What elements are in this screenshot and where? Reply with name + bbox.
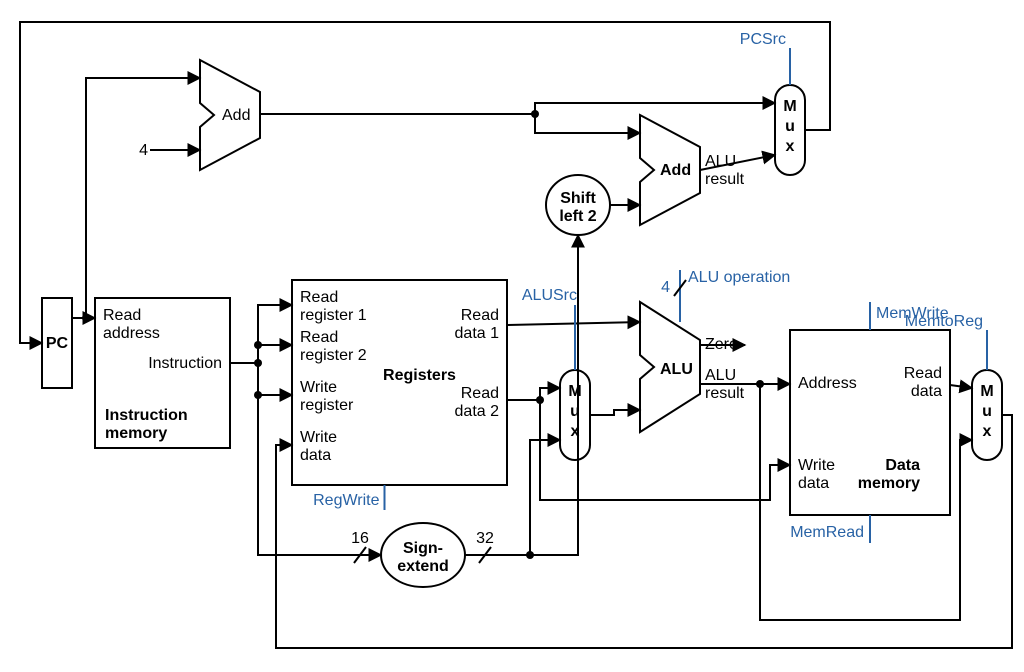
label: ALUresult (705, 153, 745, 188)
w-add1-add2 (535, 114, 640, 133)
add1-label: Add (222, 107, 250, 124)
w-inst-rr2 (258, 345, 292, 363)
svg-text:x: x (983, 423, 992, 440)
svg-text:x: x (786, 138, 795, 155)
w-mux1-alu (590, 410, 640, 415)
pc-label: PC (46, 335, 69, 352)
label: Instruction (148, 355, 222, 372)
w-dm-mux3 (950, 385, 972, 388)
label: 16 (351, 530, 369, 547)
svg-text:M: M (783, 98, 796, 115)
label: 4 (139, 142, 148, 159)
w-rd1-alu (507, 322, 640, 325)
lbl-aluop: ALU operation (688, 269, 790, 286)
svg-text:M: M (980, 383, 993, 400)
rf-title: Registers (383, 367, 456, 384)
label: 32 (476, 530, 494, 547)
alu-label: ALU (660, 361, 693, 378)
lbl-memread: MemRead (790, 524, 864, 541)
lbl-pcsrc: PCSrc (740, 31, 786, 48)
lbl-alusrc: ALUSrc (522, 287, 577, 304)
svg-text:u: u (785, 118, 795, 135)
svg-text:u: u (982, 403, 992, 420)
label: Shiftleft 2 (559, 190, 596, 225)
label: Sign-extend (397, 540, 449, 575)
label: 4 (661, 279, 670, 296)
lbl-regwrite: RegWrite (313, 492, 379, 509)
w-add1-mux2a (535, 103, 775, 114)
w-inst-wr (258, 345, 292, 395)
w-sign-mux1 (530, 440, 560, 555)
svg-text:M: M (568, 383, 581, 400)
w-pc-add1 (86, 78, 200, 318)
add2-label: Add (660, 162, 691, 179)
lbl-memtoreg: MemtoReg (905, 313, 983, 330)
label: Readdata 1 (455, 307, 500, 342)
label: Address (798, 375, 857, 392)
w-inst-rr1 (258, 305, 292, 363)
label: Readdata 2 (455, 385, 500, 420)
